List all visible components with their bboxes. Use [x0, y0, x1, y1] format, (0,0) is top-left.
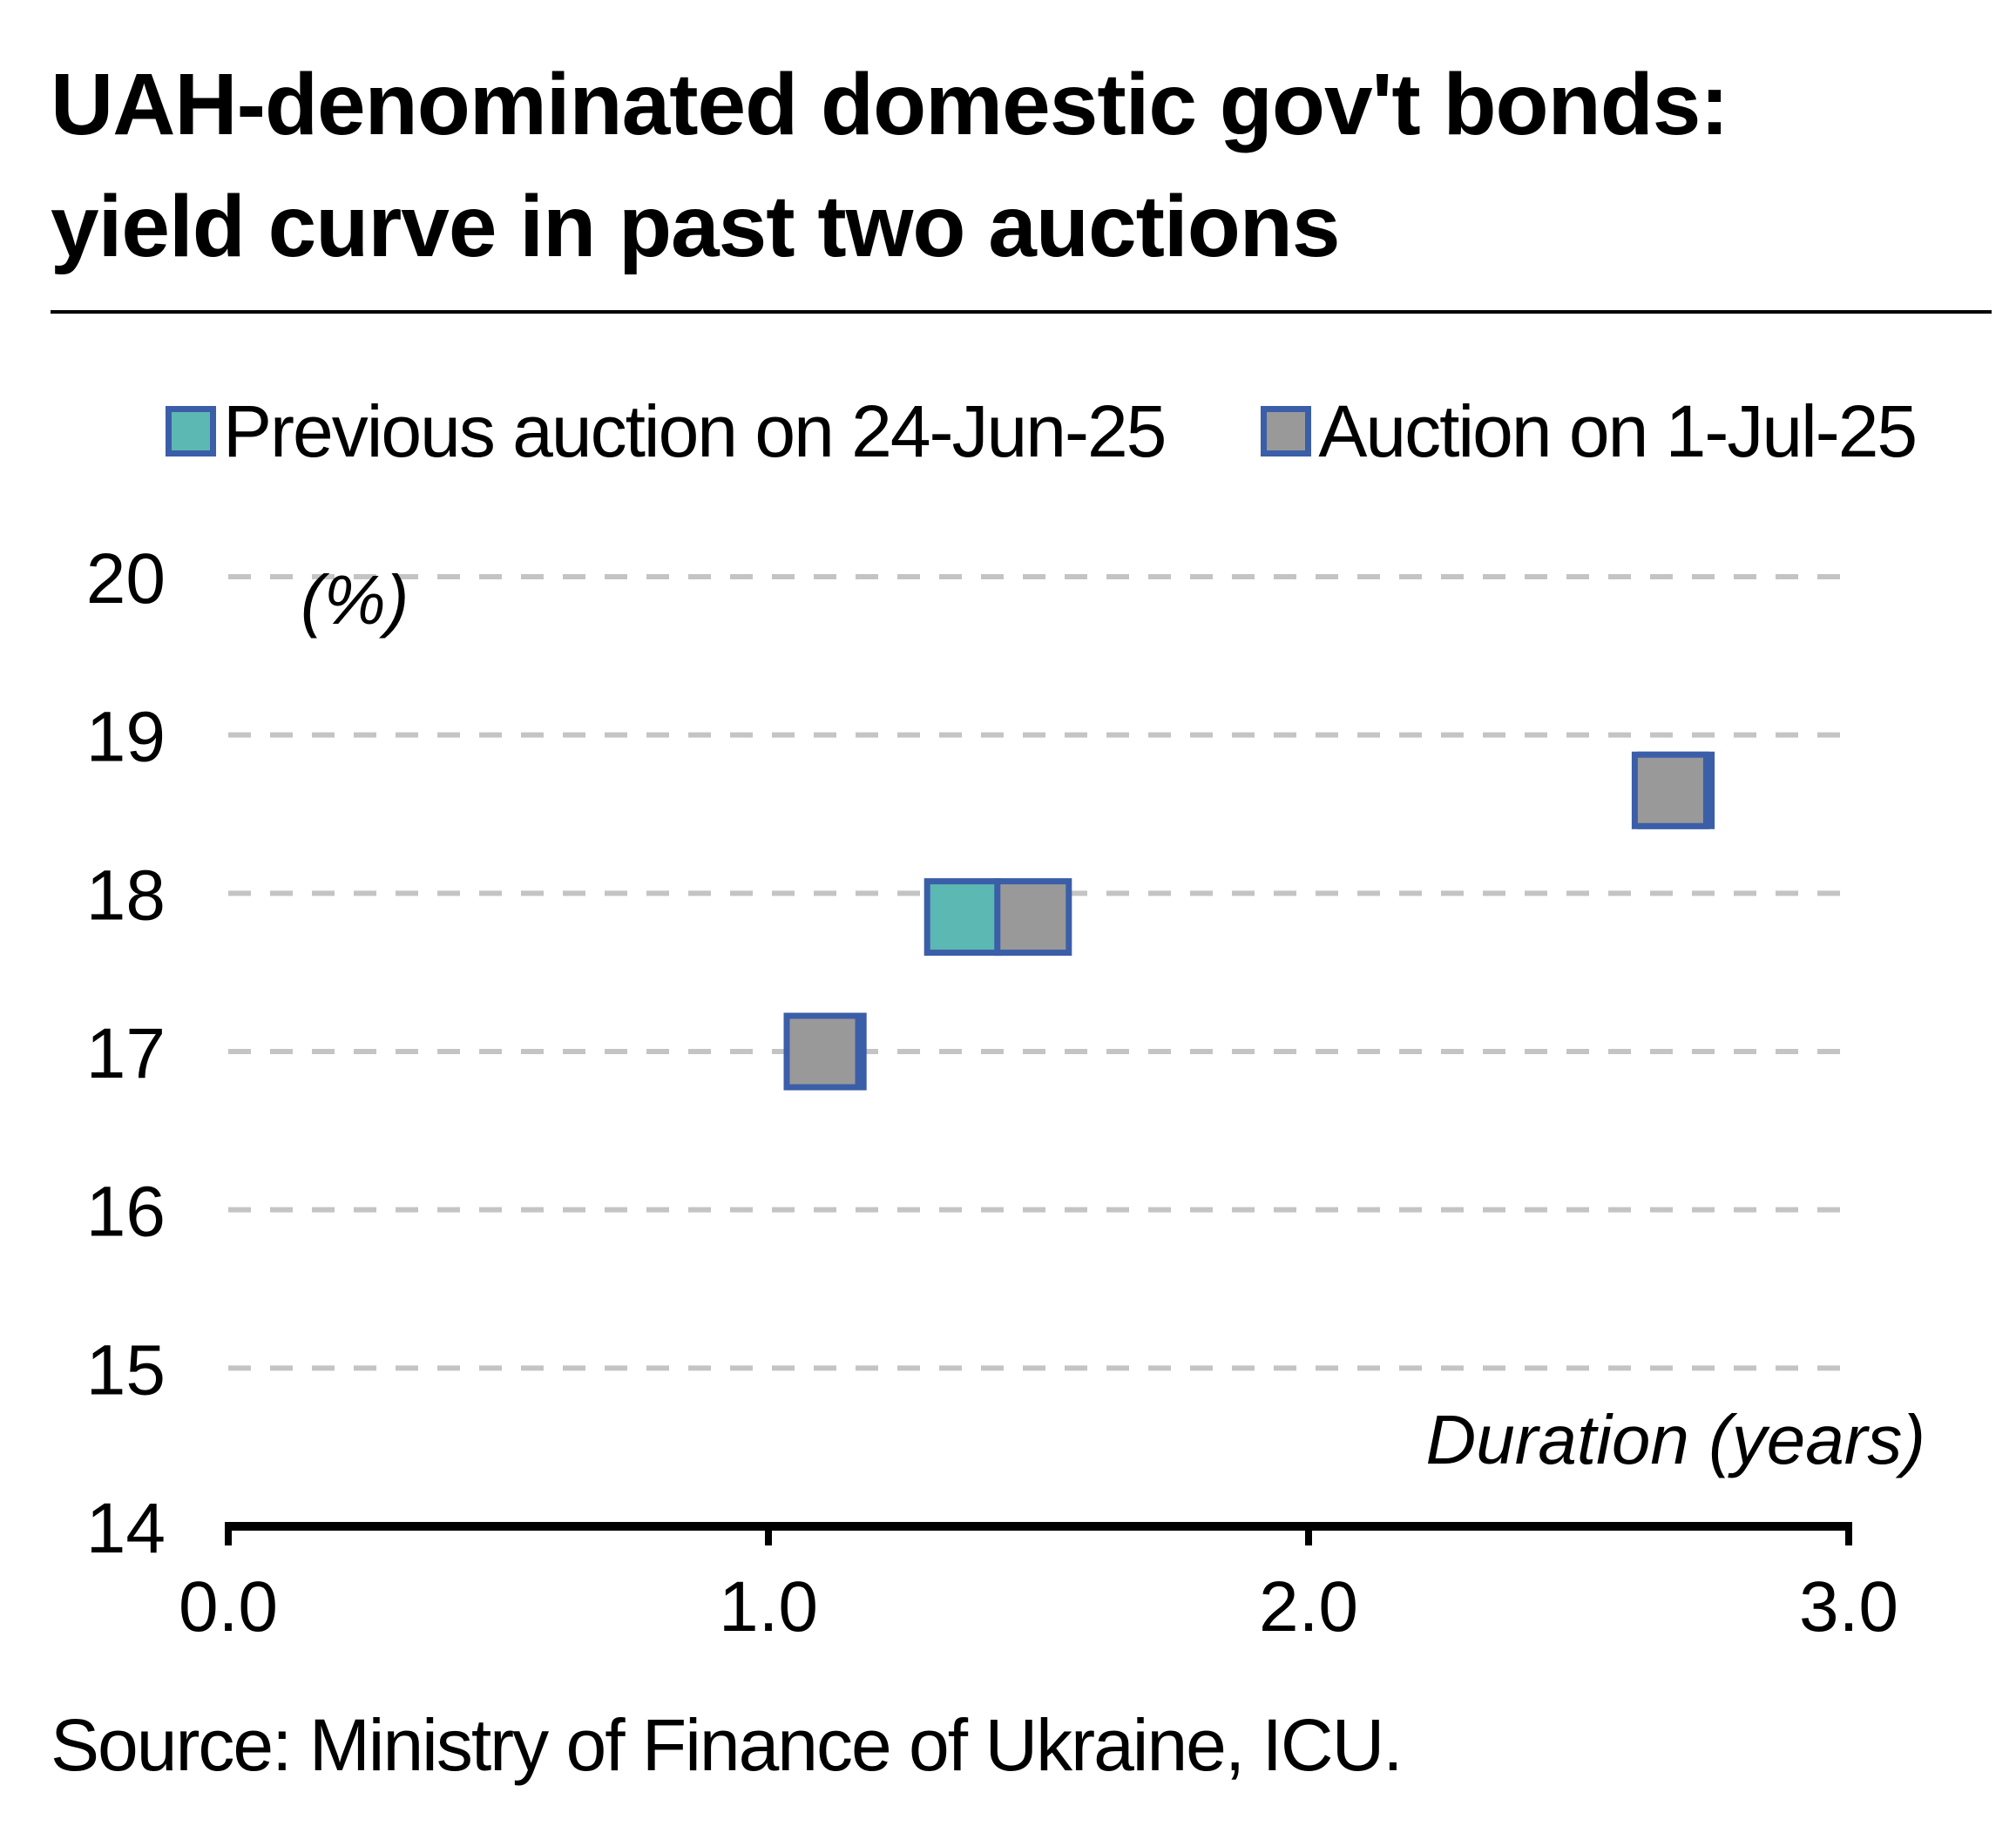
x-tick-label-3.0: 3.0 [1799, 1567, 1898, 1647]
y-tick-label-20: 20 [86, 539, 166, 619]
y-axis-label: (%) [301, 561, 409, 639]
y-tick-label-18: 18 [86, 856, 166, 935]
legend-label-current: Auction on 1-Jul-25 [1318, 389, 1918, 472]
y-tick-label-17: 17 [86, 1014, 166, 1093]
x-tick-label-0.0: 0.0 [179, 1567, 278, 1647]
legend-swatch-previous [166, 406, 216, 456]
title-rule [51, 310, 1992, 314]
chart-title-line-1: UAH-denominated domestic gov't bonds: [51, 56, 1729, 153]
chart-title-line-2: yield curve in past two auctions [51, 178, 1340, 275]
y-tick-label-16: 16 [86, 1173, 166, 1252]
x-tick-label-2.0: 2.0 [1259, 1567, 1358, 1647]
marker-series-0-point-1 [923, 878, 1002, 957]
y-tick-label-15: 15 [86, 1330, 166, 1410]
source-note: Source: Ministry of Finance of Ukraine, … [51, 1704, 1404, 1786]
legend-label-previous: Previous auction on 24-Jun-25 [223, 389, 1167, 472]
marker-series-1-point-2 [1631, 751, 1709, 829]
x-tick-label-1.0: 1.0 [719, 1567, 818, 1647]
chart-title: UAH-denominated domestic gov't bonds: yi… [51, 44, 1985, 287]
marker-series-1-point-0 [783, 1012, 862, 1091]
marker-series-1-point-1 [994, 878, 1072, 957]
scatter-chart: 14 15 16 17 18 19 20 0.0 1.0 2.0 3.0 (%) Duration (y… [86, 539, 1925, 1647]
legend-item-previous: Previous auction on 24-Jun-25 [166, 389, 1167, 474]
y-tick-label-14: 14 [86, 1489, 166, 1568]
x-axis-label: Duration (years) [1425, 1401, 1925, 1478]
chart-legend: Previous auction on 24-Jun-25 Auction on… [166, 383, 2012, 479]
legend-item-current: Auction on 1-Jul-25 [1261, 389, 1918, 474]
y-tick-label-19: 19 [86, 698, 166, 777]
legend-swatch-current [1261, 406, 1312, 456]
